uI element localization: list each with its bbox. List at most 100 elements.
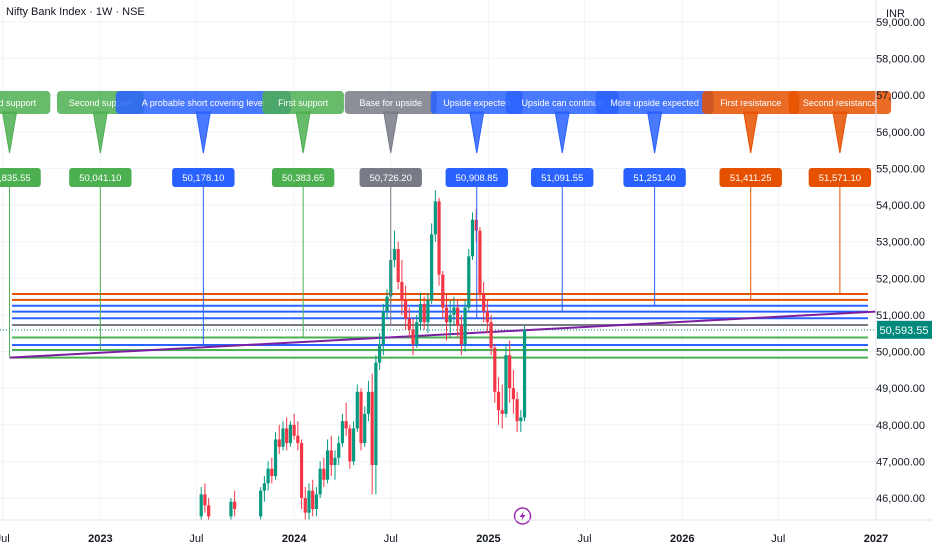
level-callout[interactable]: Upside can continue 51,091.55 <box>505 91 619 312</box>
level-callout[interactable]: First resistance 51,411.25 <box>702 91 800 300</box>
candle[interactable] <box>496 377 501 425</box>
candle[interactable] <box>504 344 508 418</box>
lightning-icon[interactable] <box>513 507 532 525</box>
candle[interactable] <box>292 413 296 440</box>
candle[interactable] <box>515 391 519 433</box>
candle[interactable] <box>444 292 449 341</box>
candle[interactable] <box>314 487 319 517</box>
candle[interactable] <box>270 457 274 484</box>
candle[interactable] <box>363 406 367 447</box>
candle[interactable] <box>273 432 278 480</box>
candle[interactable] <box>325 439 330 484</box>
candle[interactable] <box>303 487 307 520</box>
candle[interactable] <box>359 388 363 451</box>
candle[interactable] <box>285 417 289 451</box>
candle[interactable] <box>366 380 371 422</box>
event-layer[interactable] <box>513 507 532 525</box>
x-tick-label[interactable]: Jul <box>384 533 398 545</box>
y-tick-label[interactable]: 47,000.00 <box>876 456 925 468</box>
candle[interactable] <box>482 281 486 323</box>
candle[interactable] <box>489 314 493 356</box>
y-tick-label[interactable]: 59,000.00 <box>876 17 925 29</box>
candle[interactable] <box>322 457 326 488</box>
y-tick-label[interactable]: 53,000.00 <box>876 237 925 249</box>
candle[interactable] <box>337 435 341 466</box>
candle[interactable] <box>522 325 527 422</box>
y-tick-label[interactable]: 55,000.00 <box>876 163 925 175</box>
candle[interactable] <box>396 241 400 290</box>
y-tick-label[interactable]: 49,000.00 <box>876 383 925 395</box>
candle[interactable] <box>500 384 504 429</box>
x-tick-label[interactable]: 2026 <box>670 533 694 545</box>
x-tick-label[interactable]: 2027 <box>864 533 888 545</box>
candle[interactable] <box>459 314 463 356</box>
candle[interactable] <box>199 487 203 520</box>
y-tick-label[interactable]: 58,000.00 <box>876 54 925 66</box>
x-axis-ticks[interactable]: Jul 2023 Jul 2024 Jul 2025 Jul 2026 Jul 2027 <box>0 533 888 545</box>
level-callout[interactable]: A probable short covering level 50,178.10 <box>115 91 291 346</box>
candle[interactable] <box>400 260 404 315</box>
candle[interactable] <box>381 303 385 356</box>
candle[interactable] <box>318 461 322 499</box>
candle[interactable] <box>355 384 359 433</box>
candle[interactable] <box>351 421 356 466</box>
candle[interactable] <box>374 355 378 495</box>
y-tick-label[interactable]: 57,000.00 <box>876 90 925 102</box>
candle[interactable] <box>378 333 382 370</box>
candle[interactable] <box>452 296 456 326</box>
candle[interactable] <box>299 439 304 510</box>
candle[interactable] <box>385 289 389 319</box>
level-callout[interactable]: Base for upside 50,726.20 <box>344 91 437 325</box>
candle[interactable] <box>485 300 489 334</box>
candle[interactable] <box>474 208 478 242</box>
candle[interactable] <box>348 424 352 469</box>
candle[interactable] <box>470 212 475 260</box>
candle[interactable] <box>422 296 426 330</box>
level-callout[interactable]: Third support 49,835.55 <box>0 91 51 358</box>
candle[interactable] <box>511 369 515 414</box>
candle[interactable] <box>430 223 434 304</box>
x-tick-label[interactable]: Jul <box>0 533 10 545</box>
candle[interactable] <box>448 300 452 337</box>
candle[interactable] <box>333 450 337 480</box>
candle[interactable] <box>463 300 467 352</box>
x-tick-label[interactable]: 2025 <box>476 533 500 545</box>
x-tick-label[interactable]: 2024 <box>282 533 307 545</box>
y-tick-label[interactable]: 51,000.00 <box>876 310 925 322</box>
x-tick-label[interactable]: Jul <box>577 533 591 545</box>
candle[interactable] <box>288 421 293 447</box>
candle[interactable] <box>467 249 471 312</box>
candle[interactable] <box>370 373 374 495</box>
candle[interactable] <box>266 461 270 491</box>
level-callouts[interactable]: Third support 49,835.55 Second support 50,0… <box>0 91 892 358</box>
candle[interactable] <box>437 197 441 286</box>
y-tick-label[interactable]: 54,000.00 <box>876 200 925 212</box>
candle[interactable] <box>433 190 437 242</box>
candle[interactable] <box>296 421 300 451</box>
candle[interactable] <box>311 479 315 517</box>
level-callout[interactable]: Second resistance 51,571.10 <box>788 91 892 295</box>
level-callout[interactable]: First support 50,383.65 <box>262 91 344 338</box>
candle[interactable] <box>441 270 445 319</box>
candle[interactable] <box>262 476 266 502</box>
candle[interactable] <box>456 300 460 337</box>
candle[interactable] <box>508 340 512 403</box>
y-tick-label[interactable]: 48,000.00 <box>876 420 925 432</box>
candle[interactable] <box>415 314 419 348</box>
candle[interactable] <box>411 318 415 356</box>
candle[interactable] <box>281 421 285 451</box>
level-callout[interactable]: More upside expected 51,251.40 <box>595 91 714 306</box>
candle[interactable] <box>307 483 311 520</box>
candle[interactable] <box>519 410 523 433</box>
candle[interactable] <box>426 292 430 334</box>
candle[interactable] <box>259 487 263 520</box>
candle[interactable] <box>344 402 348 436</box>
y-tick-label[interactable]: 50,000.00 <box>876 347 925 359</box>
y-tick-label[interactable]: 56,000.00 <box>876 127 925 139</box>
candle[interactable] <box>207 498 211 520</box>
candle[interactable] <box>203 483 207 513</box>
candles[interactable] <box>199 190 527 520</box>
candle[interactable] <box>478 227 482 301</box>
